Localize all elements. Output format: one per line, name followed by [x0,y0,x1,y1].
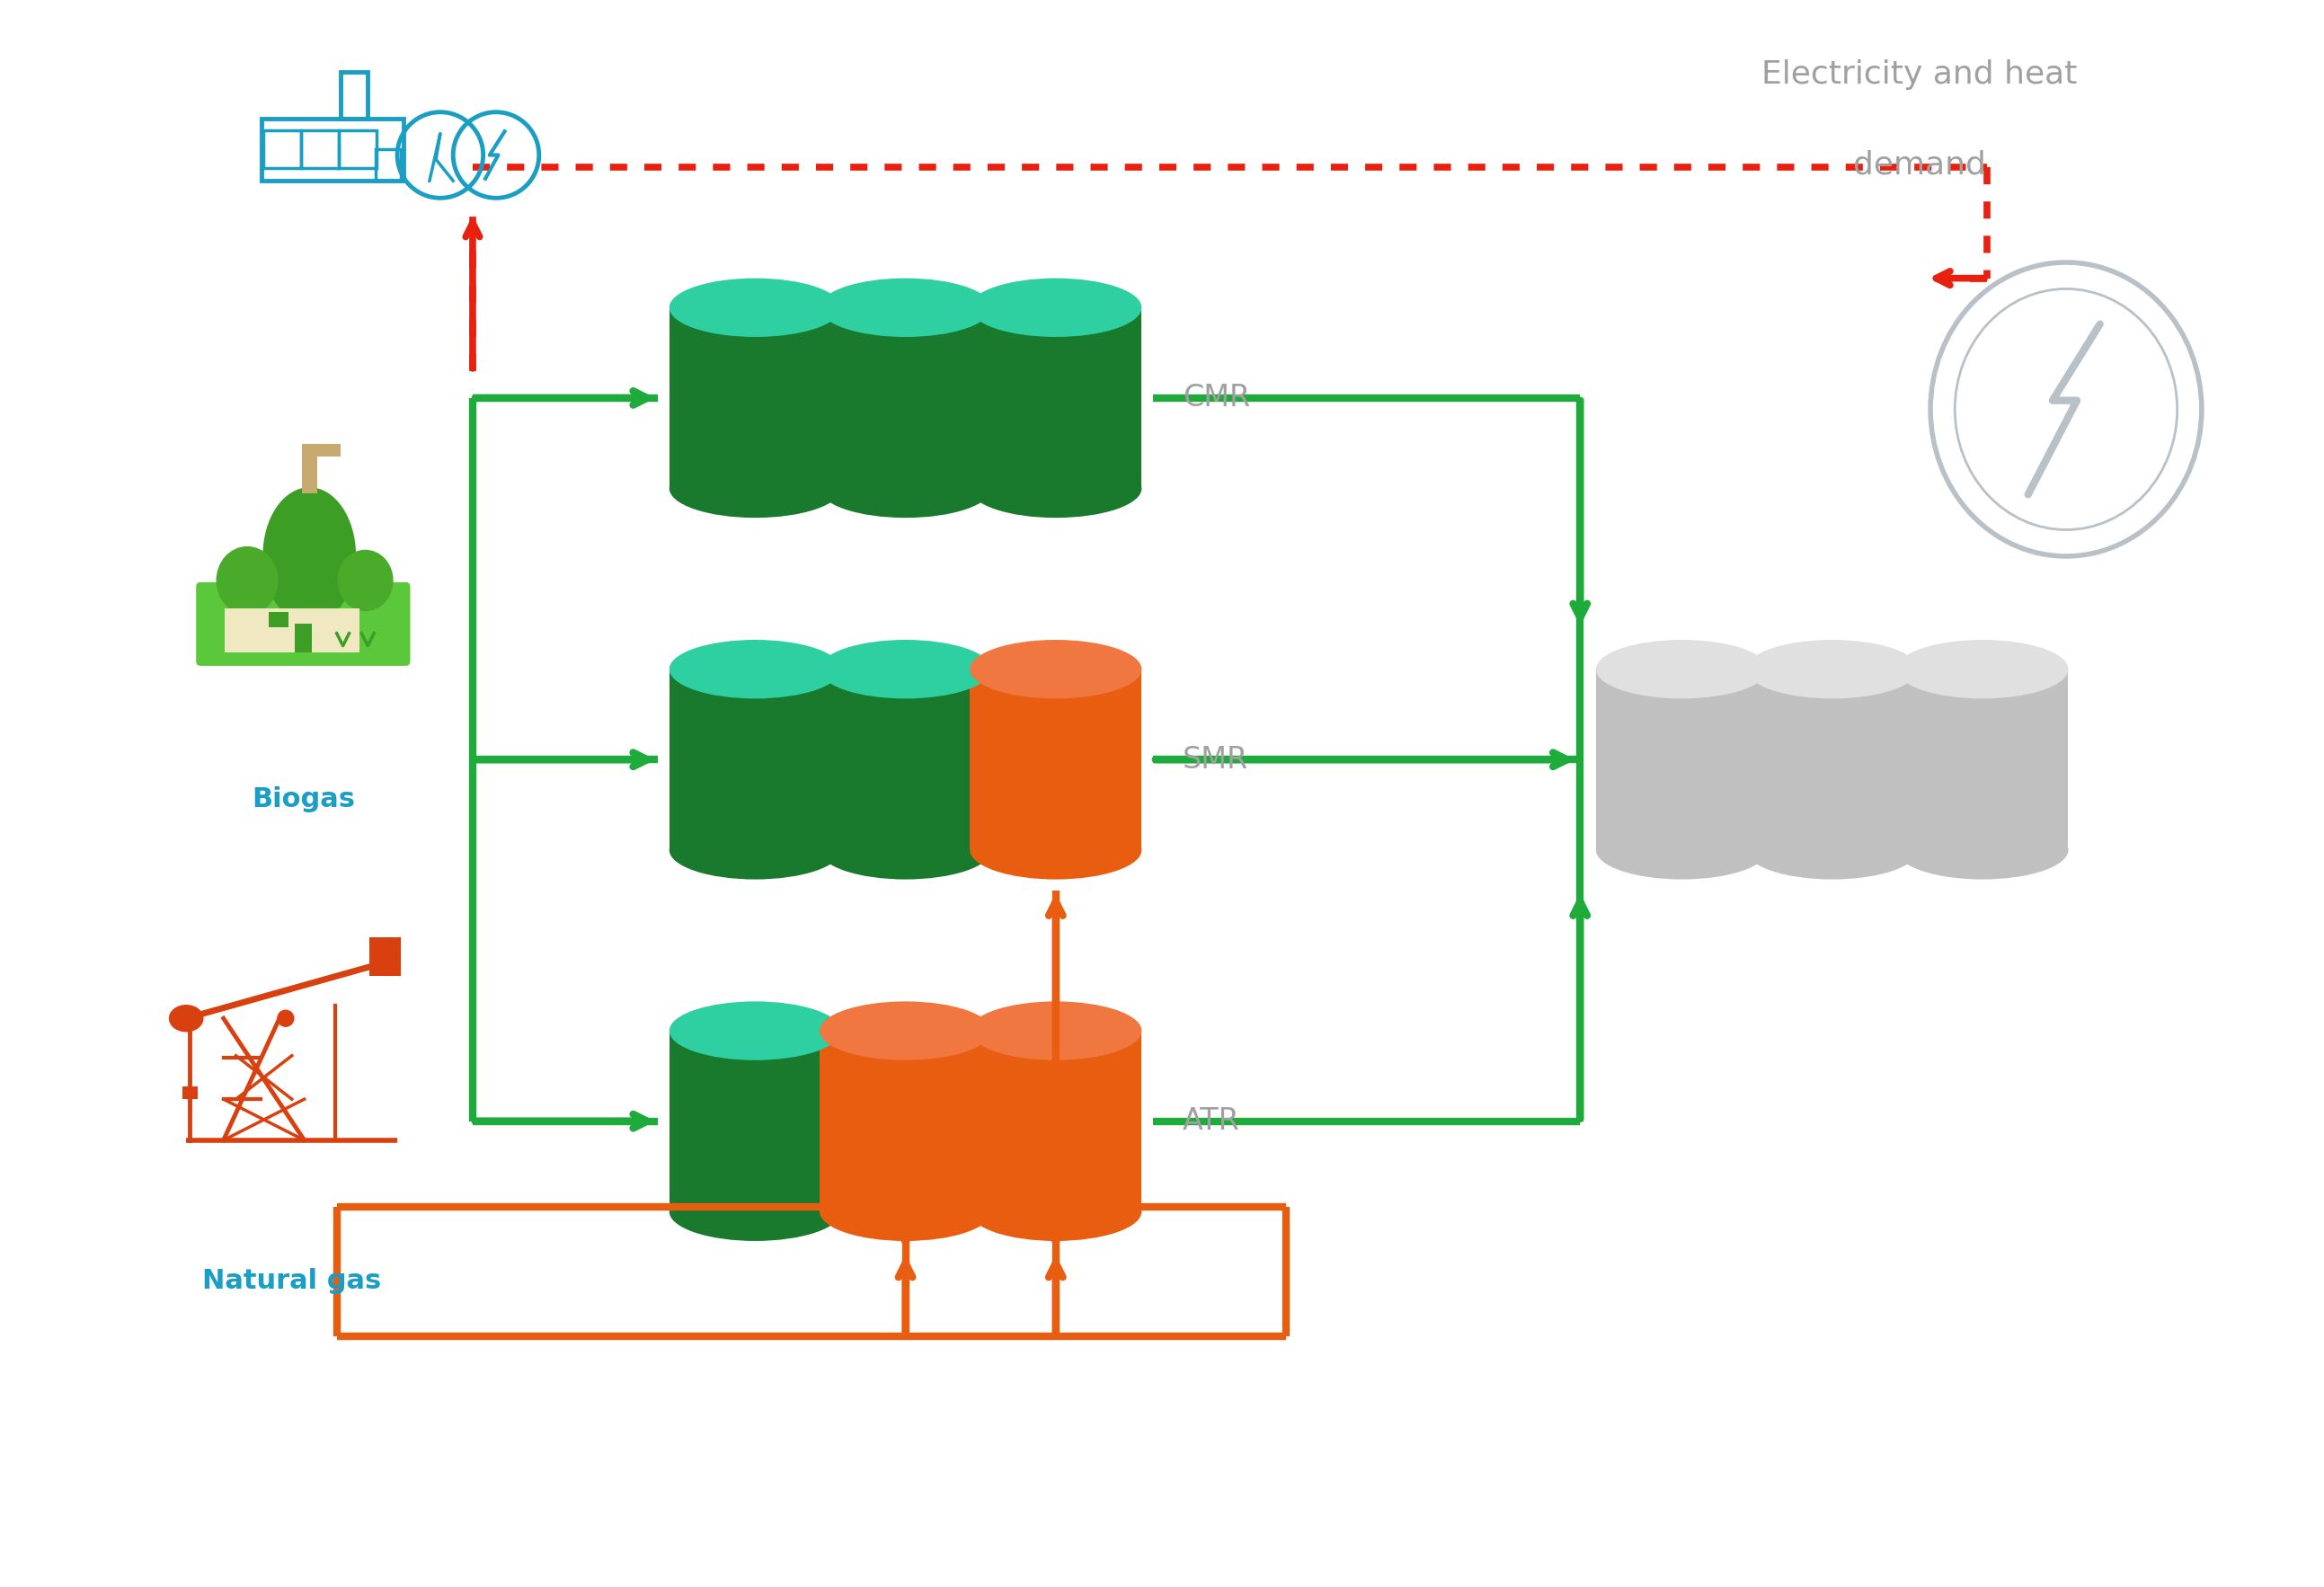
Polygon shape [969,1032,1141,1211]
Polygon shape [969,670,1141,851]
Ellipse shape [669,1001,841,1060]
Ellipse shape [669,1182,841,1241]
Ellipse shape [969,459,1141,517]
Polygon shape [302,444,316,494]
Polygon shape [820,1032,992,1211]
Polygon shape [969,308,1141,489]
Text: Electricity and heat: Electricity and heat [1762,59,2078,89]
Ellipse shape [820,640,992,698]
Ellipse shape [669,459,841,517]
Polygon shape [267,611,288,627]
Ellipse shape [1597,640,1769,698]
Ellipse shape [1896,640,2068,698]
Polygon shape [820,670,992,851]
Ellipse shape [337,549,393,611]
Polygon shape [1597,670,1769,851]
Ellipse shape [263,487,356,624]
Polygon shape [1896,670,2068,851]
Polygon shape [669,308,841,489]
Ellipse shape [969,1001,1141,1060]
Ellipse shape [820,459,992,517]
Text: demand: demand [1852,149,1985,179]
Ellipse shape [1597,820,1769,879]
Polygon shape [669,670,841,851]
Circle shape [277,1009,295,1027]
Text: Natural gas: Natural gas [202,1268,381,1293]
Ellipse shape [170,1005,205,1032]
Text: CMR: CMR [1183,382,1250,413]
Ellipse shape [1745,820,1917,879]
FancyBboxPatch shape [225,608,360,652]
Ellipse shape [969,278,1141,336]
Polygon shape [316,444,339,455]
Ellipse shape [969,820,1141,879]
Ellipse shape [669,278,841,336]
Ellipse shape [820,1001,992,1060]
Ellipse shape [820,1182,992,1241]
Ellipse shape [1745,640,1917,698]
Ellipse shape [669,820,841,879]
Ellipse shape [969,640,1141,698]
Polygon shape [820,308,992,489]
Polygon shape [184,1087,198,1100]
Ellipse shape [820,820,992,879]
FancyBboxPatch shape [195,582,411,667]
Ellipse shape [216,546,279,614]
Ellipse shape [1896,820,2068,879]
Text: Biogas: Biogas [251,787,356,813]
Polygon shape [370,938,402,976]
Polygon shape [669,1032,841,1211]
Ellipse shape [820,278,992,336]
Ellipse shape [669,640,841,698]
Polygon shape [1745,670,1917,851]
Text: ATR: ATR [1183,1106,1239,1136]
Ellipse shape [969,1182,1141,1241]
Polygon shape [295,624,311,652]
Text: SMR: SMR [1183,744,1248,774]
